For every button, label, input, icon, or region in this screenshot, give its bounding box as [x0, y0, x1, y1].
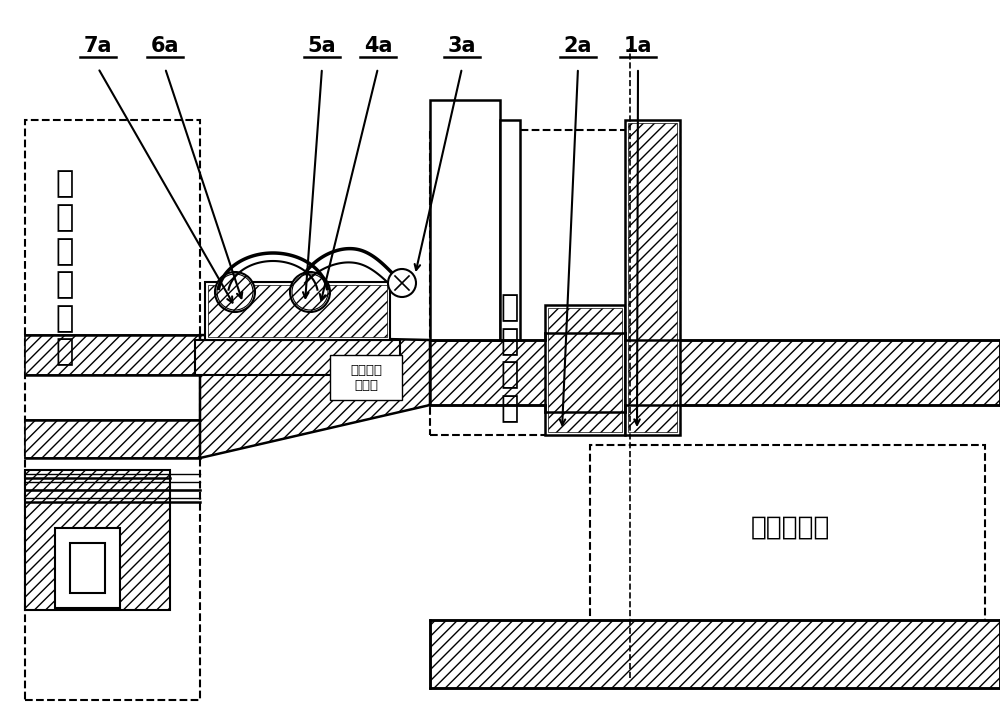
Text: 本发明限
在位置: 本发明限 在位置 — [350, 364, 382, 392]
Text: 推力加载缸: 推力加载缸 — [750, 515, 830, 541]
Bar — [500, 120, 520, 340]
Circle shape — [290, 272, 330, 312]
Bar — [430, 620, 1000, 688]
Text: 5a: 5a — [308, 36, 336, 56]
Circle shape — [388, 269, 416, 297]
Polygon shape — [200, 335, 430, 458]
Text: 7a: 7a — [84, 36, 112, 56]
Bar — [205, 282, 390, 340]
Text: 6a: 6a — [151, 36, 179, 56]
Text: 4a: 4a — [364, 36, 392, 56]
Text: 加
载
滑
台: 加 载 滑 台 — [501, 293, 519, 423]
Bar — [55, 528, 120, 608]
Text: 1a: 1a — [624, 36, 652, 56]
Bar — [430, 130, 680, 435]
Bar — [545, 305, 625, 435]
Text: 3a: 3a — [448, 36, 476, 56]
Bar — [628, 123, 677, 432]
Bar — [195, 340, 400, 375]
Bar — [430, 100, 500, 340]
Text: 2a: 2a — [564, 36, 592, 56]
Text: 左
端
夹
持
机
构: 左 端 夹 持 机 构 — [56, 170, 74, 366]
Bar — [25, 470, 170, 610]
Circle shape — [215, 272, 255, 312]
Bar — [625, 120, 680, 435]
Bar — [25, 120, 200, 700]
Bar — [548, 308, 622, 432]
Bar — [25, 335, 200, 375]
Circle shape — [292, 274, 328, 310]
Bar — [25, 420, 200, 458]
Bar — [208, 285, 387, 337]
Bar — [590, 445, 985, 640]
Circle shape — [217, 274, 253, 310]
Bar — [430, 340, 1000, 405]
Bar — [330, 355, 402, 400]
Bar — [70, 543, 105, 593]
